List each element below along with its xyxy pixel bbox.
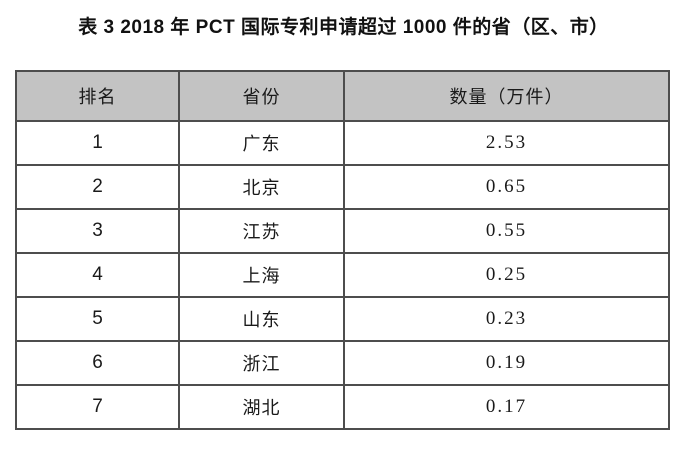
rank-cell: 5: [15, 296, 180, 342]
table-row: 3 江苏 0.55: [15, 208, 670, 254]
province-cell: 浙江: [178, 340, 345, 386]
table-row: 7 湖北 0.17: [15, 384, 670, 430]
quantity-cell: 0.55: [343, 208, 670, 254]
quantity-cell: 0.65: [343, 164, 670, 210]
header-cell-province: 省份: [178, 70, 345, 122]
table-row: 1 广东 2.53: [15, 120, 670, 166]
table-row: 6 浙江 0.19: [15, 340, 670, 386]
quantity-cell: 0.17: [343, 384, 670, 430]
quantity-cell: 0.25: [343, 252, 670, 298]
province-cell: 北京: [178, 164, 345, 210]
table-row: 5 山东 0.23: [15, 296, 670, 342]
table-row: 2 北京 0.65: [15, 164, 670, 210]
province-cell: 山东: [178, 296, 345, 342]
rank-cell: 4: [15, 252, 180, 298]
quantity-cell: 2.53: [343, 120, 670, 166]
table-header-row: 排名 省份 数量（万件）: [15, 70, 670, 122]
province-cell: 上海: [178, 252, 345, 298]
rank-cell: 6: [15, 340, 180, 386]
table-row: 4 上海 0.25: [15, 252, 670, 298]
header-cell-rank: 排名: [15, 70, 180, 122]
header-cell-quantity: 数量（万件）: [343, 70, 670, 122]
province-cell: 江苏: [178, 208, 345, 254]
province-cell: 广东: [178, 120, 345, 166]
rank-cell: 2: [15, 164, 180, 210]
patent-table: 排名 省份 数量（万件） 1 广东 2.53 2 北京 0.65 3 江苏 0.…: [15, 70, 670, 430]
rank-cell: 7: [15, 384, 180, 430]
quantity-cell: 0.23: [343, 296, 670, 342]
rank-cell: 3: [15, 208, 180, 254]
province-cell: 湖北: [178, 384, 345, 430]
table-caption: 表 3 2018 年 PCT 国际专利申请超过 1000 件的省（区、市）: [78, 17, 609, 38]
rank-cell: 1: [15, 120, 180, 166]
quantity-cell: 0.19: [343, 340, 670, 386]
